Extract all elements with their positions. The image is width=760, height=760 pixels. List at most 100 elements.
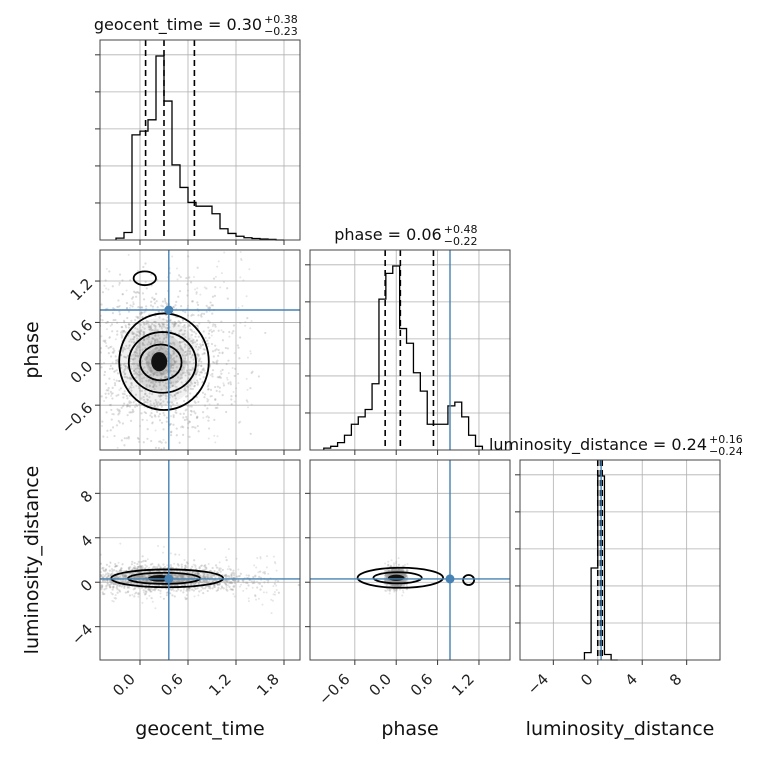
sample-point [130,382,133,385]
sample-point [131,455,133,457]
sample-point [194,581,197,584]
sample-point [149,378,152,382]
sample-point [263,572,267,575]
sample-point [144,559,147,562]
sample-point [101,420,104,423]
sample-point [147,589,150,592]
density-core [151,352,168,372]
sample-point [49,574,51,576]
sample-point [121,279,124,282]
sample-point [395,568,398,572]
sample-point [137,437,140,441]
sample-point [206,589,209,593]
sample-point [224,583,228,586]
sample-point [62,577,64,579]
sample-point [166,329,169,332]
sample-point [146,579,149,582]
sample-point [259,570,262,573]
sample-point [180,340,184,344]
sample-point [159,394,163,397]
sample-point [231,571,234,574]
sample-point [174,385,177,388]
sample-point [97,349,99,351]
sample-point [88,359,90,361]
sample-point [204,576,207,579]
sample-point [172,580,175,584]
sample-point [209,236,211,238]
sample-point [137,387,141,390]
sample-point [246,356,249,359]
sample-point [230,575,233,578]
sample-point [66,361,68,363]
sample-point [175,580,179,583]
sample-point [134,367,137,371]
sample-point [208,569,212,572]
sample-point [398,572,401,575]
sample-point [138,565,141,568]
sample-point [96,579,98,581]
sample-point [141,565,144,568]
sample-point [156,346,159,349]
sample-point [149,373,153,376]
sample-point [163,323,166,326]
sample-point [259,556,262,559]
sample-point [100,562,103,565]
sample-point [182,576,185,579]
sample-point [172,414,175,417]
sample-point [148,594,151,597]
sample-point [104,585,107,588]
sample-point [213,434,216,437]
sample-point [173,394,176,397]
sample-point [141,576,144,579]
sample-point [207,306,210,309]
sample-point [177,580,180,583]
sample-point [152,580,155,584]
sample-point [208,336,211,339]
sample-point [394,569,397,572]
sample-point [139,389,142,392]
sample-point [259,557,262,560]
sample-point [136,363,139,366]
sample-point [93,575,95,577]
sample-point [226,347,229,350]
sample-point [149,590,152,593]
sample-point [118,389,121,392]
sample-point [193,400,196,403]
sample-point [197,572,200,575]
sample-point [404,579,407,583]
sample-point [179,329,182,332]
sample-point [104,568,108,571]
sample-point [171,584,174,587]
sample-point [146,352,149,355]
sample-point [161,347,164,350]
sample-point [201,411,205,414]
sample-point [137,374,140,377]
sample-point [171,594,174,597]
sample-point [154,339,157,342]
sample-point [143,338,146,341]
sample-point [233,579,237,582]
sample-point [152,588,155,592]
sample-point [180,368,183,371]
sample-point [120,333,123,336]
sample-point [165,332,169,336]
sample-point [155,587,158,590]
sample-point [151,296,154,299]
sample-point [100,588,103,591]
sample-point [57,346,59,348]
sample-point [162,447,166,450]
sample-point [91,579,93,581]
sample-point [146,398,149,402]
sample-point [186,283,189,286]
sample-point [193,571,197,574]
sample-point [135,576,139,579]
sample-point [160,327,163,330]
sample-point [128,405,132,408]
sample-point [175,386,178,389]
sample-point [394,568,397,571]
sample-point [145,597,148,600]
scatter-geocent_time-luminosity_distance [49,460,300,660]
sample-point [154,324,157,327]
sample-point [212,583,216,587]
sample-point [394,580,398,583]
